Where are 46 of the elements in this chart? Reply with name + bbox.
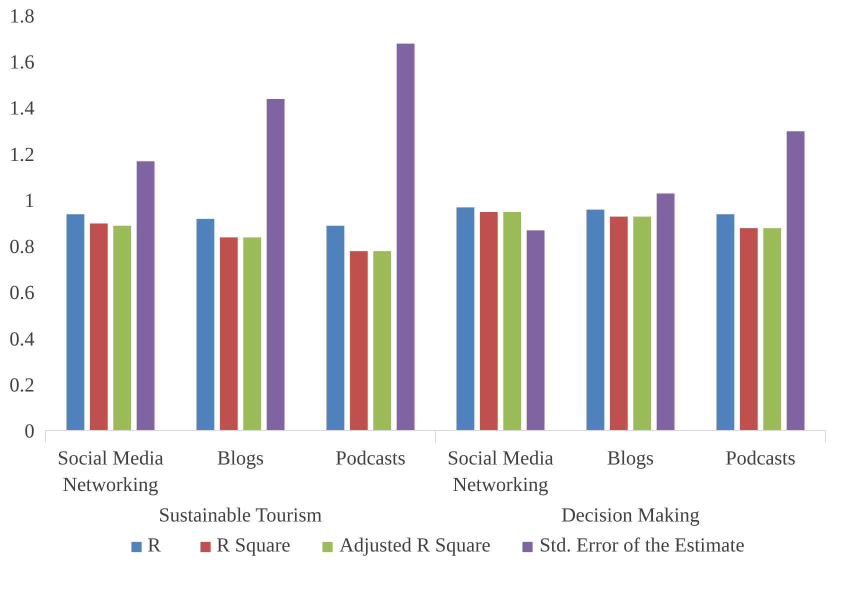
bar (526, 229, 546, 430)
y-tick-label: 0.6 (10, 282, 34, 304)
bar (242, 236, 262, 430)
y-tick-label: 0.2 (10, 374, 34, 396)
bar (348, 250, 369, 430)
y-tick-label: 0.8 (10, 236, 34, 258)
x-tick-label: Blogs (217, 448, 264, 470)
x-tick-label: Blogs (607, 448, 654, 470)
bar (112, 224, 132, 430)
legend-label: Std. Error of the Estimate (540, 534, 744, 558)
y-tick-label: 1.8 (10, 6, 34, 28)
text: Sustainable Tourism (158, 504, 322, 526)
x-tick-label: Social Media Networking (57, 448, 164, 496)
bar (738, 227, 759, 430)
y-tick-label: 1.2 (10, 144, 34, 166)
bar (266, 98, 286, 430)
bar (455, 206, 476, 430)
x-tick-label: Podcasts (336, 448, 406, 470)
legend-label: R Square (216, 534, 290, 558)
bar (88, 222, 109, 430)
legend-label: Adjusted R Square (339, 534, 491, 558)
y-tick-label: 0.4 (10, 328, 34, 350)
bar (372, 250, 392, 430)
x-tick-label: Podcasts (726, 448, 796, 470)
y-tick-label: 1.4 (10, 98, 34, 120)
bar (478, 210, 499, 430)
bar (396, 42, 416, 430)
bar (608, 216, 629, 430)
bar (585, 208, 606, 430)
bar (218, 236, 239, 430)
legend-label: R (148, 534, 162, 558)
text: Decision Making (561, 504, 700, 526)
bar (65, 213, 86, 430)
bar (502, 210, 522, 430)
bar (136, 160, 156, 430)
bar (325, 224, 346, 430)
bar (632, 216, 652, 430)
bar (656, 192, 676, 430)
y-tick-label: 0 (24, 420, 34, 442)
bar (715, 213, 736, 430)
bar (195, 218, 216, 430)
y-tick-label: 1.6 (10, 52, 34, 74)
x-tick-label: Social Media Networking (447, 448, 554, 496)
bar (786, 130, 806, 430)
bar (762, 227, 782, 430)
y-tick-label: 1 (24, 190, 34, 212)
